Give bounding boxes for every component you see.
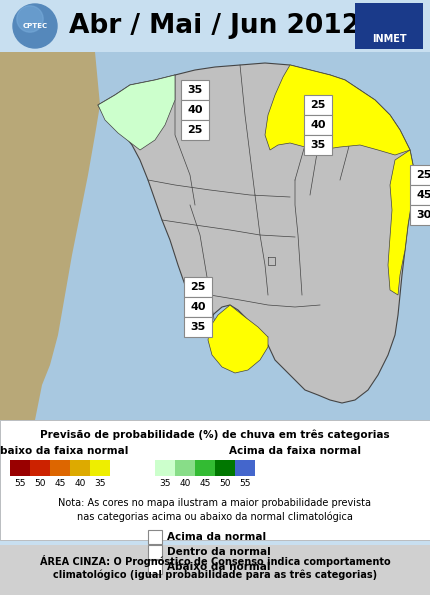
Bar xyxy=(304,135,332,155)
Text: 35: 35 xyxy=(310,140,326,150)
Text: Nota: As cores no mapa ilustram a maior probabilidade prevista: Nota: As cores no mapa ilustram a maior … xyxy=(58,498,372,508)
Polygon shape xyxy=(0,52,100,420)
Bar xyxy=(155,460,175,476)
Bar xyxy=(0,420,430,540)
Bar xyxy=(184,277,212,297)
Bar xyxy=(181,120,209,140)
Text: 25: 25 xyxy=(187,125,203,135)
Bar xyxy=(70,460,90,476)
Bar xyxy=(148,530,162,544)
Text: 40: 40 xyxy=(190,302,206,312)
Bar xyxy=(304,95,332,115)
Bar xyxy=(90,460,110,476)
Text: Previsão de probabilidade (%) de chuva em três categorias: Previsão de probabilidade (%) de chuva e… xyxy=(40,430,390,440)
Bar xyxy=(148,560,162,574)
Bar xyxy=(10,460,30,476)
Polygon shape xyxy=(98,63,415,403)
Text: 30: 30 xyxy=(416,210,430,220)
Bar xyxy=(148,545,162,559)
Text: 40: 40 xyxy=(74,479,86,488)
Bar xyxy=(0,545,430,595)
Bar xyxy=(195,460,215,476)
Text: climatológico (igual probabilidade para as três categorias): climatológico (igual probabilidade para … xyxy=(53,569,377,580)
Text: ÁREA CINZA: O Prognóstico de Consenso indica comportamento: ÁREA CINZA: O Prognóstico de Consenso in… xyxy=(40,555,390,567)
Text: 45: 45 xyxy=(200,479,211,488)
Text: 25: 25 xyxy=(310,100,326,110)
Text: nas categorias acima ou abaixo da normal climatológica: nas categorias acima ou abaixo da normal… xyxy=(77,511,353,521)
Bar xyxy=(410,185,430,205)
Text: 40: 40 xyxy=(179,479,190,488)
Text: 35: 35 xyxy=(159,479,171,488)
Text: 45: 45 xyxy=(416,190,430,200)
Text: 25: 25 xyxy=(416,170,430,180)
Text: 40: 40 xyxy=(187,105,203,115)
Text: 45: 45 xyxy=(54,479,66,488)
Text: 50: 50 xyxy=(219,479,231,488)
Text: Acima da faixa normal: Acima da faixa normal xyxy=(229,446,361,456)
Text: CPTEC: CPTEC xyxy=(22,23,48,29)
Text: Abr / Mai / Jun 2012: Abr / Mai / Jun 2012 xyxy=(69,13,361,39)
Polygon shape xyxy=(265,65,410,155)
Text: Acima da normal: Acima da normal xyxy=(167,532,266,542)
Bar xyxy=(175,460,195,476)
Text: 55: 55 xyxy=(239,479,251,488)
Text: 55: 55 xyxy=(14,479,26,488)
Bar xyxy=(215,460,235,476)
Text: 25: 25 xyxy=(190,282,206,292)
Bar xyxy=(184,297,212,317)
Bar xyxy=(235,460,255,476)
Text: Abaixo da normal: Abaixo da normal xyxy=(167,562,270,572)
Bar xyxy=(181,80,209,100)
Polygon shape xyxy=(208,305,268,373)
Bar xyxy=(30,460,50,476)
Text: INMET: INMET xyxy=(372,34,406,44)
Text: Dentro da normal: Dentro da normal xyxy=(167,547,271,557)
Bar xyxy=(0,52,430,420)
Text: 35: 35 xyxy=(94,479,106,488)
Bar xyxy=(0,0,430,52)
Bar xyxy=(410,165,430,185)
Bar xyxy=(184,317,212,337)
Text: 35: 35 xyxy=(190,322,206,332)
Polygon shape xyxy=(388,150,415,295)
Bar xyxy=(304,115,332,135)
Text: 50: 50 xyxy=(34,479,46,488)
Circle shape xyxy=(17,6,43,32)
Text: Abaixo da faixa normal: Abaixo da faixa normal xyxy=(0,446,128,456)
Text: 35: 35 xyxy=(187,85,203,95)
Bar xyxy=(355,3,423,49)
Circle shape xyxy=(13,4,57,48)
Text: 40: 40 xyxy=(310,120,326,130)
Bar xyxy=(410,205,430,225)
Bar xyxy=(181,100,209,120)
Bar xyxy=(50,460,70,476)
Polygon shape xyxy=(98,75,175,150)
